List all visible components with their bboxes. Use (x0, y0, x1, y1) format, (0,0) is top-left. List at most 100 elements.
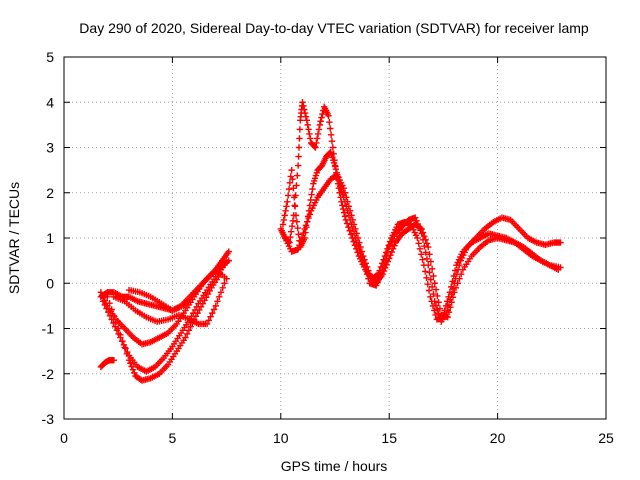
data-point-interp (383, 261, 390, 268)
data-point-interp (103, 305, 110, 312)
data-point-interp (327, 125, 334, 132)
data-point-interp (294, 224, 301, 232)
data-point-interp (314, 135, 321, 142)
data-point-interp (445, 309, 453, 316)
data-point (288, 166, 295, 174)
data-point-interp (301, 106, 308, 113)
data-point (221, 261, 228, 269)
y-tick-label: -2 (42, 366, 55, 382)
data-point-interp (290, 185, 297, 192)
data-point-interp (300, 229, 307, 237)
data-point-interp (280, 216, 288, 224)
data-point-interp (454, 280, 461, 287)
data-point-interp (427, 258, 435, 265)
data-point-interp (313, 139, 320, 147)
data-point-interp (284, 192, 292, 199)
data-point (412, 214, 419, 221)
data-point (331, 162, 339, 169)
data-point-interp (305, 126, 312, 133)
data-point-interp (417, 224, 424, 232)
data-point-interp (314, 130, 322, 138)
data-point-interp (422, 249, 429, 256)
data-point-interp (363, 263, 371, 271)
x-tick-label: 25 (598, 430, 614, 446)
data-point-interp (442, 302, 450, 310)
data-point-interp (387, 251, 394, 259)
data-point (99, 298, 107, 305)
data-point-interp (365, 267, 372, 274)
data-point-interp (350, 221, 358, 228)
data-point-interp (295, 153, 302, 160)
series-segment-afternoon-a (277, 99, 564, 323)
data-point (182, 334, 189, 341)
data-point-interp (287, 233, 294, 241)
data-point (223, 275, 230, 282)
data-point-interp (291, 203, 299, 210)
data-point-interp (300, 102, 307, 110)
series-segment-morning-f (125, 266, 230, 314)
data-point (451, 289, 458, 296)
data-point-interp (427, 276, 435, 283)
y-tick-label: 1 (46, 230, 54, 246)
data-point-interp (362, 260, 369, 267)
data-point-interp (128, 363, 135, 370)
data-point-interp (426, 251, 433, 258)
data-point-interp (301, 109, 309, 117)
data-point-interp (432, 311, 439, 319)
data-point-interp (291, 194, 298, 201)
data-point-interp (340, 209, 348, 216)
data-point (418, 225, 425, 233)
data-point-interp (350, 238, 357, 245)
x-tick-label: 15 (381, 430, 397, 446)
data-point-interp (347, 231, 355, 238)
data-point-interp (431, 307, 438, 314)
data-point-interp (423, 240, 431, 247)
data-point-interp (456, 261, 463, 269)
data-point-interp (302, 113, 310, 120)
data-point (279, 221, 287, 228)
data-point (431, 298, 438, 305)
data-point-interp (389, 245, 397, 253)
data-point-interp (327, 131, 335, 139)
data-point (353, 230, 360, 237)
data-point (110, 356, 118, 364)
data-point-interp (449, 294, 457, 301)
data-point-interp (421, 232, 428, 240)
data-point-interp (354, 234, 362, 242)
data-point-interp (105, 309, 112, 316)
data-point (292, 212, 300, 219)
data-point-interp (127, 360, 134, 367)
data-point-interp (416, 245, 424, 253)
data-point-interp (110, 312, 118, 320)
data-point-interp (423, 274, 430, 282)
data-point-interp (121, 344, 128, 351)
data-point (299, 99, 306, 106)
data-point-interp (419, 229, 427, 236)
data-point (115, 325, 122, 332)
data-point-interp (117, 331, 124, 339)
data-point-interp (349, 216, 356, 224)
data-point (125, 356, 133, 364)
chart-title: Day 290 of 2020, Sidereal Day-to-day VTE… (79, 20, 589, 36)
series-segment-morning-tail (97, 356, 118, 371)
series-segment-afternoon-c (281, 171, 562, 321)
data-point-interp (306, 211, 314, 218)
data-point-interp (382, 264, 389, 272)
data-point-interp (296, 242, 303, 249)
y-tick-label: 2 (46, 185, 54, 201)
data-point-interp (341, 213, 349, 220)
y-tick-label: 5 (46, 49, 54, 65)
data-point (379, 271, 386, 278)
data-point-interp (428, 265, 436, 272)
data-point-interp (119, 337, 126, 345)
x-axis-label: GPS time / hours (281, 458, 388, 474)
data-point-interp (288, 228, 295, 235)
data-point-interp (307, 135, 314, 142)
data-point-interp (357, 243, 364, 251)
data-point-interp (219, 284, 226, 291)
data-point (108, 316, 115, 323)
data-point (386, 255, 393, 262)
data-point-interp (309, 185, 316, 193)
data-point-interp (306, 130, 313, 138)
